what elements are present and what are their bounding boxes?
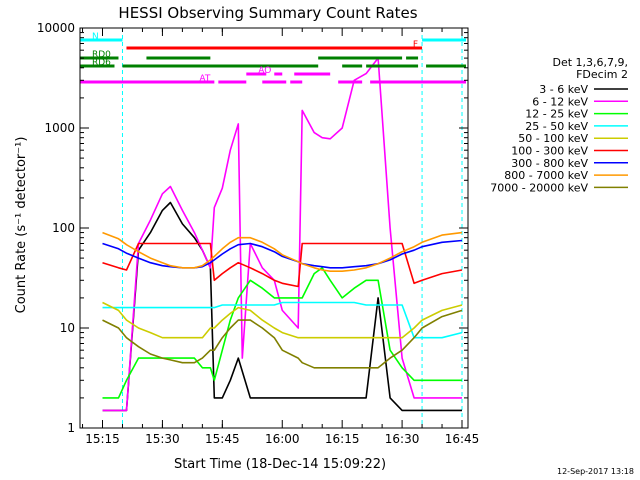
x-tick-label-15-30: 15:30 — [145, 432, 180, 446]
series-line-800-7000-kev — [102, 231, 463, 273]
legend-label-50-100-kev: 50 - 100 keV — [518, 132, 588, 145]
x-tick-label-16-30: 16:30 — [385, 432, 420, 446]
legend-label-25-50-kev: 25 - 50 keV — [525, 120, 588, 133]
legend-label-300-800-kev: 300 - 800 keV — [511, 157, 588, 170]
x-tick-label-16-15: 16:15 — [325, 432, 360, 446]
series-line-25-50-kev — [102, 301, 463, 339]
flag-label-rd0: RD0 — [92, 50, 111, 60]
series-line-12-25-kev — [102, 266, 462, 399]
legend-label-12-25-kev: 12 - 25 keV — [525, 108, 588, 121]
legend-header-line-2: FDecim 2 — [576, 68, 628, 81]
x-axis-label: Start Time (18-Dec-14 15:09:22) — [174, 457, 386, 472]
flag-bar-f: F — [126, 40, 423, 50]
footer-date: 12-Sep-2017 13:18 — [557, 467, 634, 476]
legend-header-line-1: Det 1,3,6,7,9, — [552, 56, 628, 69]
flag-label-ao: AO — [258, 66, 271, 76]
data-layer — [102, 28, 463, 428]
legend-label-6-12-kev: 6 - 12 keV — [532, 95, 588, 108]
series-line-6-12-kev — [102, 57, 462, 412]
series-line-100-300-kev — [102, 242, 463, 288]
flag-bar-ao: AO — [246, 66, 331, 76]
flag-label-rd6: RD6 — [92, 58, 111, 68]
flag-bar-rd0: RD0 — [80, 50, 419, 60]
series-line-7000-20000-kev — [102, 309, 463, 369]
plot-frame — [79, 27, 469, 429]
flag-label-at: AT — [199, 74, 210, 84]
y-tick-label-1000: 1000 — [44, 121, 75, 135]
y-tick-label-10: 10 — [60, 321, 75, 335]
series-line-3-6-kev — [102, 201, 462, 412]
y-tick-label-1: 1 — [67, 421, 75, 435]
flag-label-f: F — [413, 40, 418, 50]
x-tick-label-15-45: 15:45 — [205, 432, 240, 446]
flag-bar-n: N — [80, 32, 467, 42]
legend-label-800-7000-kev: 800 - 7000 keV — [504, 169, 588, 182]
chart-title: HESSI Observing Summary Count Rates — [118, 4, 417, 22]
x-tick-label-16-00: 16:00 — [265, 432, 300, 446]
y-tick-label-10000: 10000 — [37, 21, 75, 35]
x-tick-label-15-15: 15:15 — [85, 432, 120, 446]
flag-bar-at: AT — [80, 74, 467, 84]
axes-layer: 15:15 15:30 15:45 16:00 16:15 16:30 16:45 1 10 10… — [37, 21, 479, 446]
flag-bar-rd6: RD6 — [80, 58, 467, 68]
series-line-300-800-kev — [102, 239, 463, 269]
flag-label-n: N — [92, 32, 99, 42]
legend-label-100-300-kev: 100 - 300 keV — [511, 145, 588, 158]
y-axis-label: Count Rate (s⁻¹ detector⁻¹) — [14, 137, 29, 314]
legend-label-3-6-kev: 3 - 6 keV — [539, 83, 588, 96]
x-tick-label-16-45: 16:45 — [445, 432, 480, 446]
legend-label-7000-20000-kev: 7000 - 20000 keV — [490, 181, 588, 194]
y-tick-label-100: 100 — [52, 221, 75, 235]
series-line-50-100-kev — [102, 301, 463, 339]
